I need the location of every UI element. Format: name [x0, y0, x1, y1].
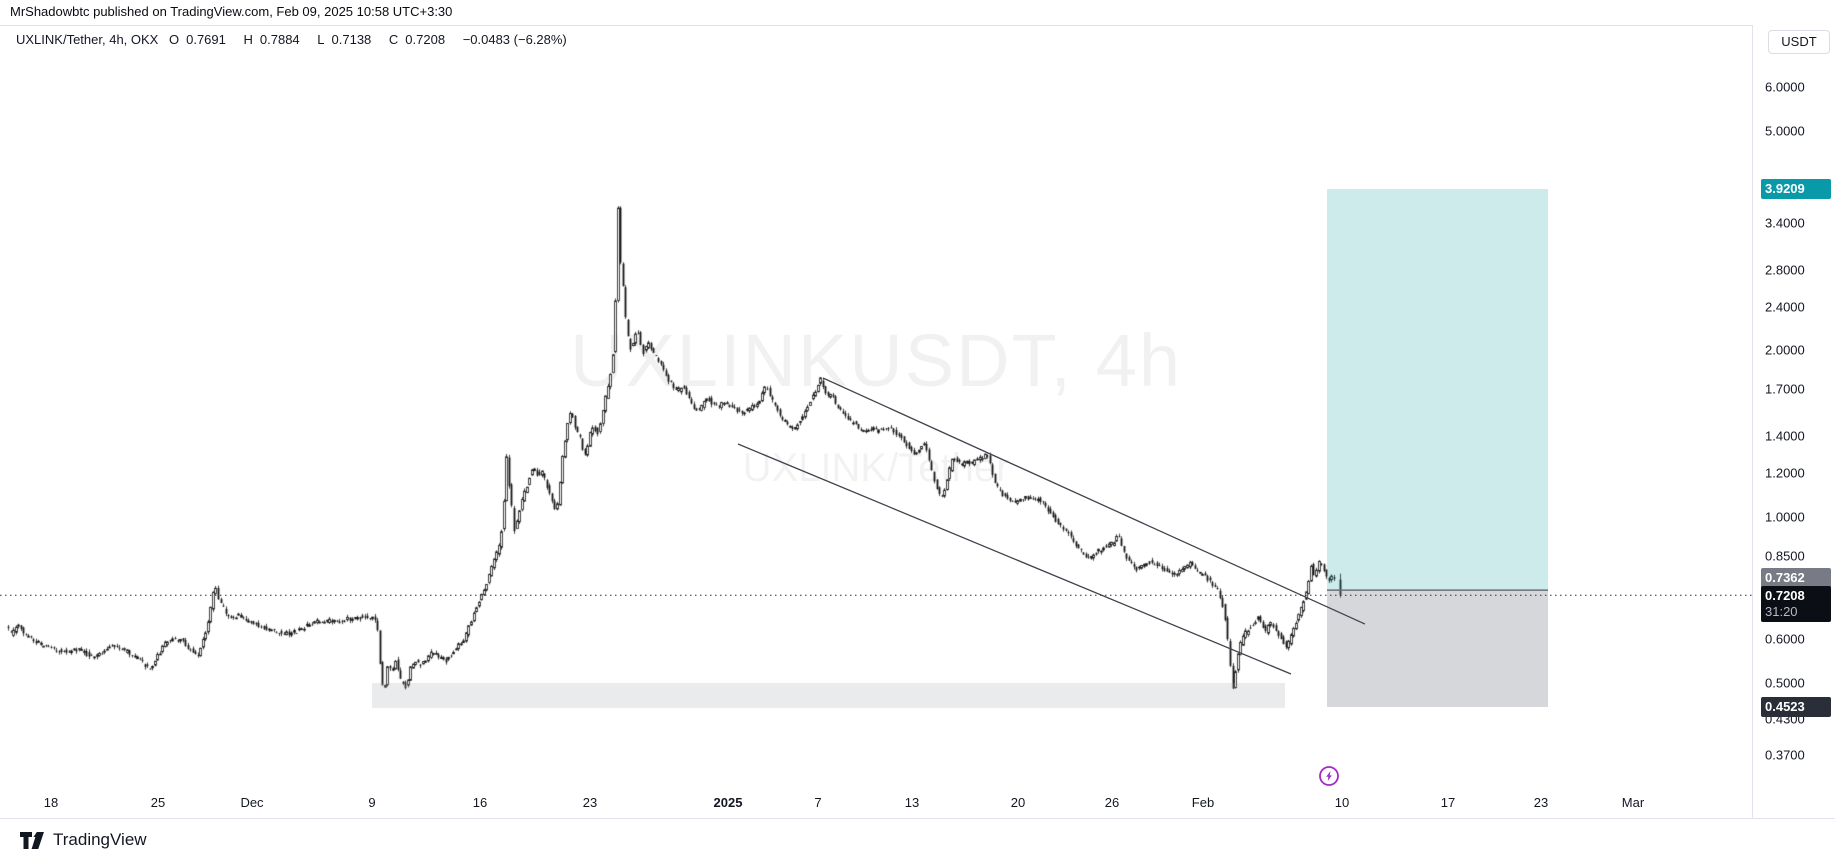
time-tick: Feb [1191, 795, 1215, 810]
lightning-icon-bolt [1326, 771, 1332, 781]
time-tick: 23 [582, 795, 598, 810]
time-tick: 23 [1533, 795, 1549, 810]
price-tick: 1.0000 [1765, 509, 1805, 525]
price-tick: 0.5000 [1765, 675, 1805, 691]
descending-channel-lower-line[interactable] [737, 443, 1292, 675]
stop-price-label: 0.4523 [1761, 696, 1831, 717]
time-tick: Dec [240, 795, 264, 810]
legend: UXLINK/Tether, 4h, OKX O 0.7691 H 0.7884 L… [16, 32, 574, 47]
time-tick: 2025 [713, 795, 743, 810]
price-tick: 0.3700 [1765, 747, 1805, 763]
time-axis[interactable]: 18 25 Dec 9 16 23 2025 7 13 20 26 Feb 10 17 23 Mar [0, 788, 1752, 818]
time-tick: 7 [814, 795, 822, 810]
time-axis-border [0, 818, 1835, 819]
price-tick: 6.0000 [1765, 79, 1805, 95]
legend-open: O 0.7691 [168, 32, 226, 47]
price-tick: 0.8500 [1765, 548, 1805, 564]
time-tick: 20 [1010, 795, 1026, 810]
legend-low: L 0.7138 [317, 32, 372, 47]
price-tick: 1.2000 [1765, 465, 1805, 481]
publish-info: MrShadowbtc published on TradingView.com… [10, 4, 453, 19]
entry-price-label: 0.7362 [1761, 568, 1831, 589]
price-tick: 1.7000 [1765, 381, 1805, 397]
support-zone[interactable] [372, 682, 1285, 708]
last-price-label: 0.7208 31:20 [1761, 586, 1831, 623]
price-tick: 5.0000 [1765, 123, 1805, 139]
lightning-idea-icon[interactable] [1319, 766, 1339, 786]
target-price-label: 3.9209 [1761, 179, 1831, 200]
legend-change: −0.0483 (−6.28%) [462, 32, 567, 47]
legend-symbol[interactable]: UXLINK/Tether, 4h, OKX [16, 32, 159, 47]
time-tick: 25 [150, 795, 166, 810]
time-tick: Mar [1621, 795, 1645, 810]
price-tick: 1.4000 [1765, 428, 1805, 444]
time-tick: 9 [368, 795, 376, 810]
long-position-loss-zone[interactable] [1327, 590, 1548, 707]
tradingview-logo[interactable]: TradingView [20, 830, 147, 850]
price-tick: 0.6000 [1765, 631, 1805, 647]
time-tick: 13 [904, 795, 920, 810]
price-tick: 2.8000 [1765, 262, 1805, 278]
legend-high: H 0.7884 [243, 32, 300, 47]
time-tick: 26 [1104, 795, 1120, 810]
tradingview-logo-text: TradingView [53, 830, 147, 849]
time-tick: 18 [43, 795, 59, 810]
time-tick: 10 [1334, 795, 1350, 810]
price-tick: 3.4000 [1765, 215, 1805, 231]
tradingview-logo-icon [20, 831, 44, 849]
price-tick: 2.0000 [1765, 342, 1805, 358]
price-axis[interactable]: 6.0000 5.0000 3.4000 2.8000 2.4000 2.0000 1.70… [1752, 25, 1835, 818]
legend-close: C 0.7208 [388, 32, 446, 47]
time-tick: 17 [1440, 795, 1456, 810]
price-tick: 2.4000 [1765, 299, 1805, 315]
time-tick: 16 [472, 795, 488, 810]
long-position-profit-zone[interactable] [1327, 189, 1548, 591]
currency-unit-button[interactable]: USDT [1768, 30, 1830, 54]
descending-channel-upper-line[interactable] [822, 377, 1366, 625]
